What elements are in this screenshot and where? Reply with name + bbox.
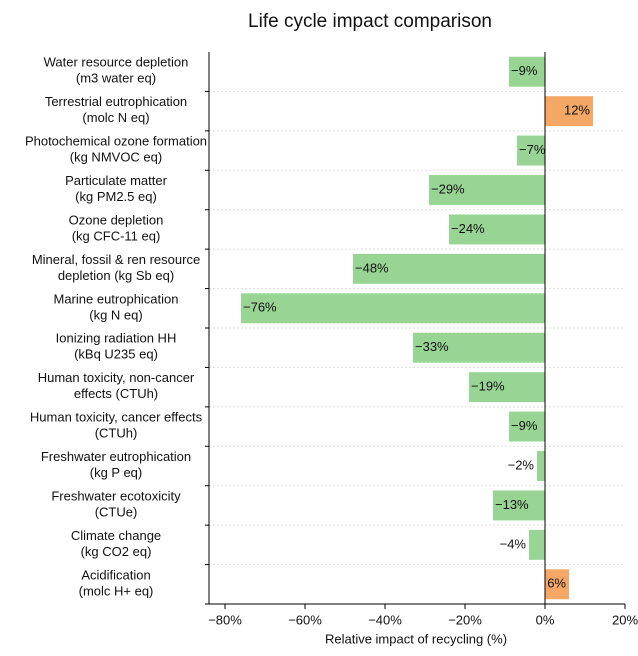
value-label: −9% — [511, 418, 538, 433]
x-tick-label: 0% — [536, 612, 555, 627]
x-tick-label: 20% — [612, 612, 638, 627]
y-tick-label: Climate change (kg CO2 eq) — [71, 528, 161, 559]
y-tick-label: Human toxicity, non-cancer effects (CTUh) — [38, 371, 195, 402]
bar — [517, 135, 545, 166]
value-label: −7% — [519, 142, 546, 157]
value-label: 6% — [547, 576, 566, 591]
bar — [537, 451, 545, 481]
bar — [509, 411, 545, 442]
y-tick-label: Freshwater ecotoxicity (CTUe) — [51, 489, 181, 520]
y-tick-label: Ionizing radiation HH (kBq U235 eq) — [56, 331, 177, 362]
value-label: −29% — [431, 181, 465, 196]
bar — [545, 96, 593, 127]
y-tick-label: Ozone depletion (kg CFC-11 eq) — [69, 213, 164, 244]
x-tick-label: −40% — [368, 612, 402, 627]
value-label: −48% — [355, 260, 389, 275]
y-tick-label: Human toxicity, cancer effects (CTUh) — [30, 410, 203, 441]
x-tick-label: −80% — [208, 612, 242, 627]
y-tick-label: Photochemical ozone formation (kg NMVOC e… — [25, 134, 207, 165]
y-tick-label: Terrestrial eutrophication (molc N eq) — [45, 95, 187, 126]
value-label: −2% — [508, 457, 535, 472]
y-tick-label: Acidification (molc H+ eq) — [79, 568, 154, 599]
bar — [413, 332, 545, 363]
bar — [529, 529, 545, 560]
value-label: −13% — [495, 497, 529, 512]
y-tick-label: Particulate matter (kg PM2.5 eq) — [65, 173, 168, 204]
bar — [241, 293, 545, 324]
bar — [429, 175, 545, 205]
x-tick-label: −20% — [448, 612, 482, 627]
value-label: 12% — [564, 103, 590, 118]
value-label: −4% — [500, 536, 527, 551]
bar — [469, 372, 545, 403]
x-axis-label: Relative impact of recycling (%) — [325, 631, 507, 646]
bar — [509, 56, 545, 87]
bar — [353, 253, 545, 284]
y-tick-label: Marine eutrophication (kg N eq) — [53, 292, 178, 323]
y-tick-label: Water resource depletion (m3 water eq) — [44, 55, 189, 86]
x-tick-label: −60% — [288, 612, 322, 627]
value-label: −33% — [415, 339, 449, 354]
y-tick-label: Freshwater eutrophication (kg P eq) — [41, 449, 191, 480]
bar — [493, 490, 545, 521]
value-label: −24% — [451, 221, 485, 236]
value-label: −9% — [511, 63, 538, 78]
chart-title: Life cycle impact comparison — [248, 11, 492, 32]
bar — [545, 569, 569, 600]
value-label: −76% — [243, 300, 277, 315]
value-label: −19% — [471, 379, 505, 394]
bar — [449, 214, 545, 245]
y-tick-label: Mineral, fossil & ren resource depletion … — [32, 252, 200, 283]
